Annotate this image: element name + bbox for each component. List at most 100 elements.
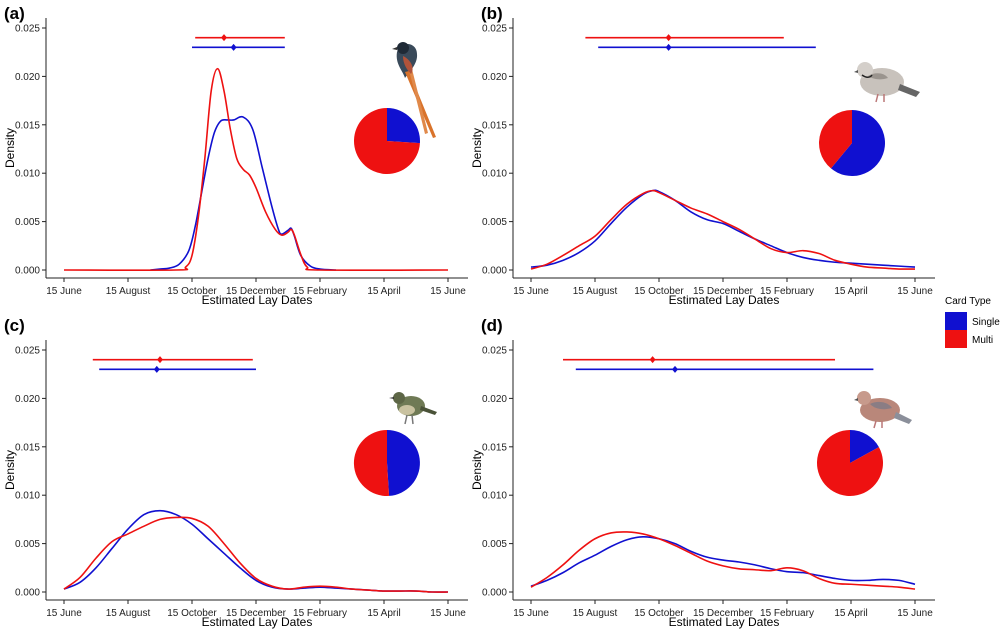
y-tick-label: 0.020 — [15, 72, 40, 83]
axes — [512, 340, 935, 601]
density-line-multi — [63, 516, 449, 593]
y-tick-label: 0.000 — [15, 266, 40, 277]
y-tick-label: 0.010 — [15, 491, 40, 502]
pie-slice-single — [387, 430, 420, 496]
legend-swatch-multi — [945, 330, 967, 348]
pie-slice-multi — [819, 110, 852, 169]
x-axis-title: Estimated Lay Dates — [669, 293, 780, 307]
x-tick-label: 15 October — [634, 608, 684, 619]
x-tick-label: 15 August — [573, 608, 618, 619]
y-tick-label: 0.025 — [15, 346, 40, 357]
x-tick-label: 15 December — [693, 286, 754, 297]
axes — [45, 340, 468, 601]
y-tick-label: 0.015 — [15, 120, 40, 131]
y-tick-label: 0.015 — [482, 120, 507, 131]
x-ticks: 15 June 15 August 15 October 15 December 15 … — [46, 600, 466, 619]
legend: Card Type Single Multi — [945, 296, 1000, 348]
y-tick-label: 0.000 — [482, 588, 507, 599]
density-lines — [63, 67, 449, 272]
y-axis-title: Density — [470, 128, 484, 168]
y-tick-label: 0.025 — [482, 346, 507, 357]
y-tick-label: 0.020 — [15, 394, 40, 405]
y-ticks: 0.000 0.005 0.010 0.015 0.020 0.025 — [482, 346, 513, 599]
y-axis-title: Density — [3, 128, 17, 168]
x-tick-label: 15 August — [106, 608, 151, 619]
range-point-single — [672, 365, 678, 373]
panel-label: (a) — [4, 4, 25, 23]
x-tick-label: 15 June — [46, 286, 82, 297]
x-tick-label: 15 February — [760, 608, 814, 619]
y-tick-label: 0.000 — [15, 588, 40, 599]
x-tick-label: 15 June — [46, 608, 82, 619]
y-tick-label: 0.020 — [482, 72, 507, 83]
density-lines — [63, 509, 449, 593]
y-ticks: 0.000 0.005 0.010 0.015 0.020 0.025 — [482, 24, 513, 277]
y-tick-label: 0.015 — [482, 442, 507, 453]
x-tick-label: 15 October — [167, 608, 217, 619]
x-tick-label: 15 December — [693, 608, 754, 619]
range-point-multi — [665, 34, 672, 42]
legend-title: Card Type — [945, 296, 991, 307]
x-axis-title: Estimated Lay Dates — [669, 615, 780, 629]
x-tick-label: 15 February — [293, 608, 347, 619]
y-tick-label: 0.025 — [15, 24, 40, 35]
density-lines — [530, 531, 916, 590]
panel-a: (a) 0.000 0.005 0.010 0.015 0.020 0.025 15 Ju… — [3, 4, 468, 307]
y-tick-label: 0.025 — [482, 24, 507, 35]
density-line-multi — [530, 189, 916, 270]
x-tick-label: 15 June — [430, 608, 466, 619]
range-point-single — [665, 43, 672, 51]
axes — [45, 18, 468, 279]
x-tick-label: 15 April — [367, 608, 400, 619]
x-tick-label: 15 February — [293, 286, 347, 297]
range-bars — [585, 34, 816, 51]
x-tick-label: 15 April — [834, 608, 867, 619]
range-point-multi — [221, 34, 227, 42]
x-tick-label: 15 June — [513, 286, 549, 297]
y-tick-label: 0.015 — [15, 442, 40, 453]
range-bars — [192, 34, 285, 51]
panel-label: (d) — [481, 316, 503, 335]
card-type-pie — [819, 110, 886, 176]
density-line-single — [150, 115, 337, 271]
range-point-multi — [157, 356, 163, 364]
x-tick-label: 15 April — [834, 286, 867, 297]
x-ticks: 15 June 15 August 15 October 15 December 15 … — [513, 600, 933, 619]
laughing-dove-icon — [853, 390, 913, 429]
range-bars — [563, 356, 874, 373]
card-type-pie — [817, 430, 884, 496]
pie-slice-multi — [353, 108, 420, 174]
range-bars — [92, 356, 256, 373]
x-tick-label: 15 June — [430, 286, 466, 297]
pie-slice-multi — [817, 430, 884, 496]
x-tick-label: 15 February — [760, 286, 814, 297]
density-lines — [530, 189, 916, 270]
y-ticks: 0.000 0.005 0.010 0.015 0.020 0.025 — [15, 24, 46, 277]
collared-dove-icon — [853, 61, 921, 103]
y-axis-title: Density — [3, 450, 17, 490]
x-tick-label: 15 June — [897, 608, 933, 619]
y-axis-title: Density — [470, 450, 484, 490]
x-axis-title: Estimated Lay Dates — [202, 615, 313, 629]
x-ticks: 15 June 15 August 15 October 15 December 15 … — [513, 278, 933, 297]
range-point-multi — [649, 356, 656, 364]
x-tick-label: 15 June — [513, 608, 549, 619]
panel-label: (c) — [4, 316, 25, 335]
x-tick-label: 15 October — [167, 286, 217, 297]
y-tick-label: 0.005 — [482, 217, 507, 228]
x-tick-label: 15 December — [226, 608, 287, 619]
y-tick-label: 0.010 — [482, 169, 507, 180]
card-type-pie — [353, 108, 420, 174]
panel-label: (b) — [481, 4, 503, 23]
panel-b: (b) 0.000 0.005 0.010 0.015 0.020 0.025 15 Ju… — [470, 4, 935, 307]
y-tick-label: 0.010 — [482, 491, 507, 502]
y-tick-label: 0.005 — [482, 539, 507, 550]
panel-c: (c) 0.000 0.005 0.010 0.015 0.020 0.025 15 Ju… — [3, 316, 468, 629]
y-ticks: 0.000 0.005 0.010 0.015 0.020 0.025 — [15, 346, 46, 599]
x-axis-title: Estimated Lay Dates — [202, 293, 313, 307]
x-ticks: 15 June 15 August 15 October 15 December 15 … — [46, 278, 466, 297]
pie-slice-single — [387, 108, 420, 144]
legend-swatch-single — [945, 312, 967, 330]
y-tick-label: 0.005 — [15, 539, 40, 550]
